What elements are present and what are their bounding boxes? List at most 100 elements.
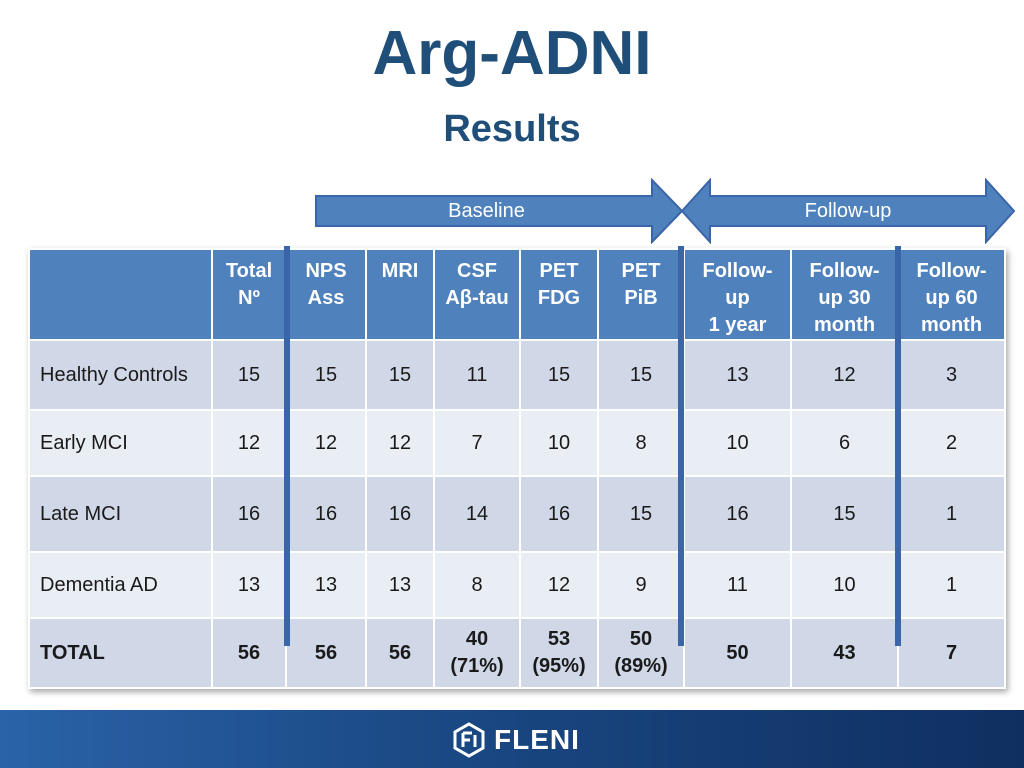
page-subtitle: Results — [443, 108, 581, 150]
column-header-line: 1 year — [708, 314, 767, 336]
column-header: Follow-up 30 month — [790, 248, 899, 341]
column-header: Total Nº — [211, 248, 287, 341]
cell: 11 — [683, 551, 792, 619]
cell: 13 — [683, 339, 792, 411]
followup-start-divider — [678, 246, 684, 646]
row-label: Dementia AD — [28, 551, 213, 619]
baseline-arrow: Baseline — [314, 178, 686, 244]
column-header-line: NPS — [305, 260, 347, 282]
cell: 12 — [211, 409, 287, 477]
cell: 8 — [433, 551, 521, 619]
column-header: MRI — [365, 248, 435, 341]
total-count: 40 — [465, 628, 489, 650]
cell: 12 — [790, 339, 899, 411]
cell: 8 — [597, 409, 685, 477]
column-header: PET FDG — [519, 248, 599, 341]
column-header-line: Nº — [238, 287, 260, 309]
cell: 12 — [365, 409, 435, 477]
total-cell: 56 — [211, 617, 287, 689]
column-header-line: PiB — [624, 287, 658, 309]
table-row: Dementia AD 13 13 13 8 12 9 11 10 1 — [28, 551, 1006, 619]
total-cell: 40 (71%) — [433, 617, 521, 689]
cell: 16 — [365, 475, 435, 553]
total-cell: 50 — [683, 617, 792, 689]
column-header-line: Total — [225, 260, 273, 282]
row-label: Late MCI — [28, 475, 213, 553]
cell: 13 — [211, 551, 287, 619]
column-header: Follow-up 1 year — [683, 248, 792, 341]
fleni-logo: FLENI — [452, 720, 580, 760]
cell: 16 — [211, 475, 287, 553]
total-label: TOTAL — [28, 617, 213, 689]
followup-arrow-shape — [680, 178, 1016, 244]
column-header-line: month — [920, 314, 983, 336]
results-table: Total Nº NPS Ass MRI CSF Aβ-tau PET FDG PET PiB Fol… — [28, 248, 1006, 689]
cell: 10 — [790, 551, 899, 619]
cell: 9 — [597, 551, 685, 619]
header-row: Total Nº NPS Ass MRI CSF Aβ-tau PET FDG PET PiB Fol… — [28, 248, 1006, 341]
column-header: PET PiB — [597, 248, 685, 341]
cell: 10 — [683, 409, 792, 477]
followup-60-divider — [895, 246, 901, 646]
cell: 16 — [683, 475, 792, 553]
table-row: Late MCI 16 16 16 14 16 15 16 15 1 — [28, 475, 1006, 553]
followup-label: Follow-up — [804, 200, 892, 222]
column-header-line: PET — [539, 260, 579, 282]
total-percent: (89%) — [614, 655, 668, 677]
cell: 12 — [285, 409, 367, 477]
column-header-line: Follow- — [809, 260, 880, 282]
total-cell: 50 (89%) — [597, 617, 685, 689]
total-cell: 56 — [365, 617, 435, 689]
cell: 15 — [211, 339, 287, 411]
baseline-arrow-shape — [315, 178, 684, 244]
total-count: 53 — [547, 628, 571, 650]
table-row: Healthy Controls 15 15 15 11 15 15 13 12… — [28, 339, 1006, 411]
column-header-line: CSF — [457, 260, 497, 282]
fleni-logo-icon — [453, 722, 485, 758]
column-header: CSF Aβ-tau — [433, 248, 521, 341]
footer-bar: FLENI — [0, 710, 1024, 768]
total-percent: (95%) — [532, 655, 586, 677]
baseline-start-divider — [284, 246, 290, 646]
cell: 2 — [897, 409, 1006, 477]
total-percent: (71%) — [450, 655, 504, 677]
total-cell: 56 — [285, 617, 367, 689]
cell: 10 — [519, 409, 599, 477]
total-count: 50 — [629, 628, 653, 650]
column-header-line: up 60 — [925, 287, 978, 309]
column-header-line: Aβ-tau — [445, 287, 509, 309]
cell: 11 — [433, 339, 521, 411]
cell: 7 — [433, 409, 521, 477]
column-header-line: Ass — [307, 287, 345, 309]
table-row: Early MCI 12 12 12 7 10 8 10 6 2 — [28, 409, 1006, 477]
cell: 15 — [597, 475, 685, 553]
cell: 16 — [285, 475, 367, 553]
column-header: Follow-up 60 month — [897, 248, 1006, 341]
logo-text: FLENI — [494, 724, 580, 755]
cell: 13 — [365, 551, 435, 619]
cell: 3 — [897, 339, 1006, 411]
column-header-line: Follow- — [702, 260, 773, 282]
column-header-line: PET — [621, 260, 661, 282]
cell: 14 — [433, 475, 521, 553]
column-header-line: MRI — [381, 260, 419, 282]
column-header-line: up — [725, 287, 750, 309]
cell: 1 — [897, 551, 1006, 619]
cell: 6 — [790, 409, 899, 477]
cell: 1 — [897, 475, 1006, 553]
header-corner — [28, 248, 213, 341]
row-label: Early MCI — [28, 409, 213, 477]
cell: 16 — [519, 475, 599, 553]
cell: 13 — [285, 551, 367, 619]
followup-arrow: Follow-up — [680, 178, 1016, 244]
page-title: Arg-ADNI — [372, 19, 652, 88]
cell: 15 — [790, 475, 899, 553]
column-header-line: FDG — [537, 287, 581, 309]
total-row: TOTAL 56 56 56 40 (71%) 53 (95%) 50 (89%… — [28, 617, 1006, 689]
column-header-line: Follow- — [916, 260, 987, 282]
total-cell: 53 (95%) — [519, 617, 599, 689]
row-label: Healthy Controls — [28, 339, 213, 411]
cell: 15 — [519, 339, 599, 411]
column-header: NPS Ass — [285, 248, 367, 341]
total-cell: 7 — [897, 617, 1006, 689]
